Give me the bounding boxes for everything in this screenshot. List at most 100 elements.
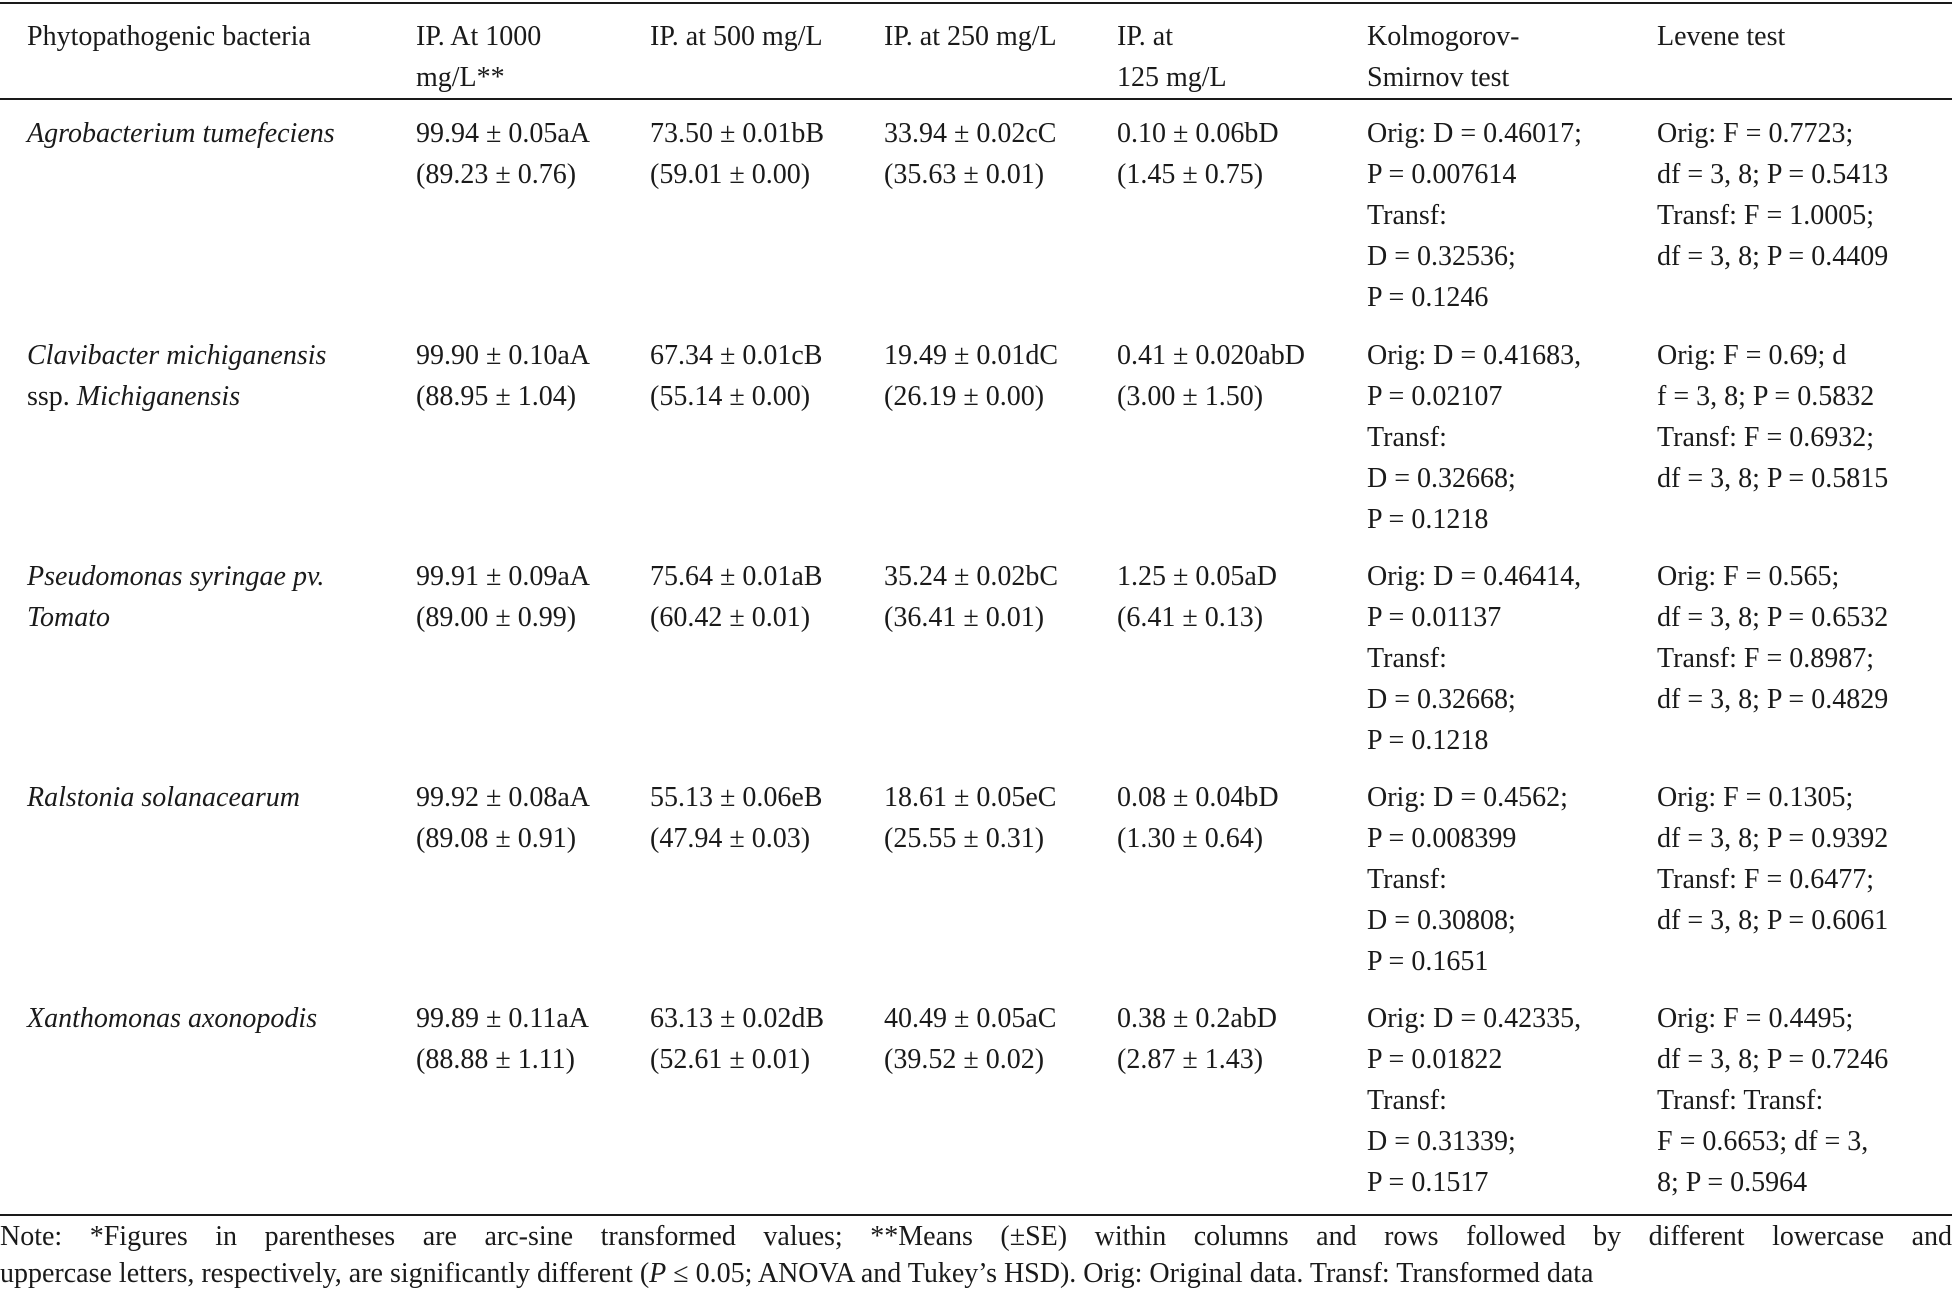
- header-line: IP. at 500 mg/L: [650, 21, 823, 52]
- cell-line: (89.00 ± 0.99): [416, 602, 577, 633]
- kolmogorov-smirnov-cell: Orig: D = 0.42335, P = 0.01822 Transf: D = …: [1367, 998, 1581, 1203]
- cell-line: (6.41 ± 0.13): [1117, 602, 1264, 633]
- cell-line: Orig: D = 0.41683,: [1367, 340, 1582, 371]
- bacteria-name-cell: Pseudomonas syringae pv. Tomato: [27, 556, 324, 638]
- note-p-symbol: P: [649, 1258, 667, 1289]
- ip-250-cell: 19.49 ± 0.01dC (26.19 ± 0.00): [884, 335, 1058, 417]
- levene-cell: Orig: F = 0.565; df = 3, 8; P = 0.6532 Tra…: [1657, 556, 1888, 720]
- ip-500-cell: 55.13 ± 0.06eB (47.94 ± 0.03): [650, 777, 822, 859]
- cell-line: Transf:: [1367, 200, 1447, 231]
- ip-500-cell: 63.13 ± 0.02dB (52.61 ± 0.01): [650, 998, 824, 1080]
- cell-line: F = 0.6653; df = 3,: [1657, 1126, 1869, 1157]
- ip-125-cell: 0.41 ± 0.020abD (3.00 ± 1.50): [1117, 335, 1305, 417]
- levene-cell: Orig: F = 0.69; d f = 3, 8; P = 0.5832 Tra…: [1657, 335, 1888, 499]
- cell-line: Orig: D = 0.4562;: [1367, 782, 1568, 813]
- note-line-2-start: uppercase letters, respectively, are sig…: [0, 1258, 650, 1289]
- cell-line: (25.55 ± 0.31): [884, 823, 1045, 854]
- cell-line: 0.08 ± 0.04bD: [1117, 782, 1279, 813]
- cell-line: (3.00 ± 1.50): [1117, 381, 1264, 412]
- header-line: Phytopathogenic bacteria: [27, 21, 311, 52]
- cell-line: 99.94 ± 0.05aA: [416, 118, 591, 149]
- header-ip-500: IP. at 500 mg/L: [650, 16, 823, 57]
- cell-line: P = 0.007614: [1367, 159, 1517, 190]
- cell-line: Orig: F = 0.565;: [1657, 561, 1840, 592]
- cell-line: Orig: D = 0.42335,: [1367, 1003, 1582, 1034]
- cell-line: Orig: F = 0.4495;: [1657, 1003, 1854, 1034]
- cell-line: Ralstonia solanacearum: [27, 782, 300, 813]
- table-top-rule: [0, 2, 1952, 4]
- bacteria-subspecies: Michiganensis: [76, 381, 241, 412]
- cell-line: 73.50 ± 0.01bB: [650, 118, 825, 149]
- cell-line: 0.10 ± 0.06bD: [1117, 118, 1279, 149]
- cell-line: (35.63 ± 0.01): [884, 159, 1045, 190]
- header-ip-250: IP. at 250 mg/L: [884, 16, 1057, 57]
- cell-line: 19.49 ± 0.01dC: [884, 340, 1059, 371]
- cell-line: Transf: F = 0.8987;: [1657, 643, 1875, 674]
- ip-125-cell: 0.08 ± 0.04bD (1.30 ± 0.64): [1117, 777, 1279, 859]
- header-bacteria: Phytopathogenic bacteria: [27, 16, 311, 57]
- cell-line: P = 0.1218: [1367, 725, 1489, 756]
- ip-1000-cell: 99.92 ± 0.08aA (89.08 ± 0.91): [416, 777, 590, 859]
- ip-250-cell: 35.24 ± 0.02bC (36.41 ± 0.01): [884, 556, 1058, 638]
- bacteria-name-cell: Xanthomonas axonopodis: [27, 998, 317, 1039]
- levene-cell: Orig: F = 0.7723; df = 3, 8; P = 0.5413 Tr…: [1657, 113, 1888, 277]
- ip-125-cell: 0.10 ± 0.06bD (1.45 ± 0.75): [1117, 113, 1279, 195]
- cell-line: P = 0.1218: [1367, 504, 1489, 535]
- cell-line: Clavibacter michiganensis: [27, 340, 327, 371]
- cell-line: df = 3, 8; P = 0.4409: [1657, 241, 1889, 272]
- ip-500-cell: 67.34 ± 0.01cB (55.14 ± 0.00): [650, 335, 822, 417]
- cell-line: Transf: F = 0.6477;: [1657, 864, 1875, 895]
- cell-line: P = 0.1517: [1367, 1167, 1489, 1198]
- cell-line: 40.49 ± 0.05aC: [884, 1003, 1057, 1034]
- cell-line: P = 0.01137: [1367, 602, 1502, 633]
- cell-line: (89.23 ± 0.76): [416, 159, 577, 190]
- levene-cell: Orig: F = 0.4495; df = 3, 8; P = 0.7246 Tr…: [1657, 998, 1888, 1203]
- cell-line: (2.87 ± 1.43): [1117, 1044, 1264, 1075]
- kolmogorov-smirnov-cell: Orig: D = 0.46414, P = 0.01137 Transf: D = …: [1367, 556, 1581, 761]
- cell-line: ssp. Michiganensis: [27, 376, 326, 417]
- note-line-2: uppercase letters, respectively, are sig…: [0, 1255, 1952, 1292]
- table-header-rule: [0, 98, 1952, 100]
- cell-line: (52.61 ± 0.01): [650, 1044, 811, 1075]
- cell-line: 99.90 ± 0.10aA: [416, 340, 591, 371]
- cell-line: Tomato: [27, 602, 111, 633]
- cell-line: 75.64 ± 0.01aB: [650, 561, 823, 592]
- cell-line: df = 3, 8; P = 0.5815: [1657, 463, 1889, 494]
- cell-line: (55.14 ± 0.00): [650, 381, 811, 412]
- table-bottom-rule: [0, 1214, 1952, 1216]
- kolmogorov-smirnov-cell: Orig: D = 0.41683, P = 0.02107 Transf: D = …: [1367, 335, 1581, 540]
- cell-line: (1.30 ± 0.64): [1117, 823, 1264, 854]
- header-ip-1000: IP. At 1000 mg/L**: [416, 16, 541, 98]
- bacteria-name-cell: Ralstonia solanacearum: [27, 777, 300, 818]
- header-levene: Levene test: [1657, 16, 1785, 57]
- cell-line: 33.94 ± 0.02cC: [884, 118, 1057, 149]
- header-line: Smirnov test: [1367, 62, 1510, 93]
- cell-line: 18.61 ± 0.05eC: [884, 782, 1057, 813]
- ip-250-cell: 40.49 ± 0.05aC (39.52 ± 0.02): [884, 998, 1056, 1080]
- cell-line: (88.88 ± 1.11): [416, 1044, 575, 1075]
- bacteria-prefix: ssp.: [27, 381, 77, 412]
- cell-line: df = 3, 8; P = 0.6061: [1657, 905, 1889, 936]
- header-ip-125: IP. at 125 mg/L: [1117, 16, 1227, 98]
- cell-line: 99.89 ± 0.11aA: [416, 1003, 589, 1034]
- cell-line: (47.94 ± 0.03): [650, 823, 811, 854]
- table-note: Note: *Figures in parentheses are arc-si…: [0, 1218, 1952, 1292]
- cell-line: 0.41 ± 0.020abD: [1117, 340, 1306, 371]
- cell-line: df = 3, 8; P = 0.4829: [1657, 684, 1889, 715]
- header-line: IP. at: [1117, 21, 1173, 52]
- header-line: mg/L**: [416, 62, 505, 93]
- cell-line: Orig: F = 0.69; d: [1657, 340, 1847, 371]
- cell-line: P = 0.02107: [1367, 381, 1503, 412]
- cell-line: Transf: F = 1.0005;: [1657, 200, 1875, 231]
- cell-line: Transf: F = 0.6932;: [1657, 422, 1875, 453]
- cell-line: D = 0.32668;: [1367, 463, 1516, 494]
- cell-line: 99.91 ± 0.09aA: [416, 561, 591, 592]
- ip-1000-cell: 99.91 ± 0.09aA (89.00 ± 0.99): [416, 556, 590, 638]
- cell-line: Orig: D = 0.46414,: [1367, 561, 1582, 592]
- kolmogorov-smirnov-cell: Orig: D = 0.46017; P = 0.007614 Transf: D =…: [1367, 113, 1582, 318]
- cell-line: (36.41 ± 0.01): [884, 602, 1045, 633]
- cell-line: (89.08 ± 0.91): [416, 823, 577, 854]
- cell-line: 0.38 ± 0.2abD: [1117, 1003, 1278, 1034]
- header-line: Kolmogorov-: [1367, 21, 1520, 52]
- cell-line: Pseudomonas syringae pv.: [27, 561, 325, 592]
